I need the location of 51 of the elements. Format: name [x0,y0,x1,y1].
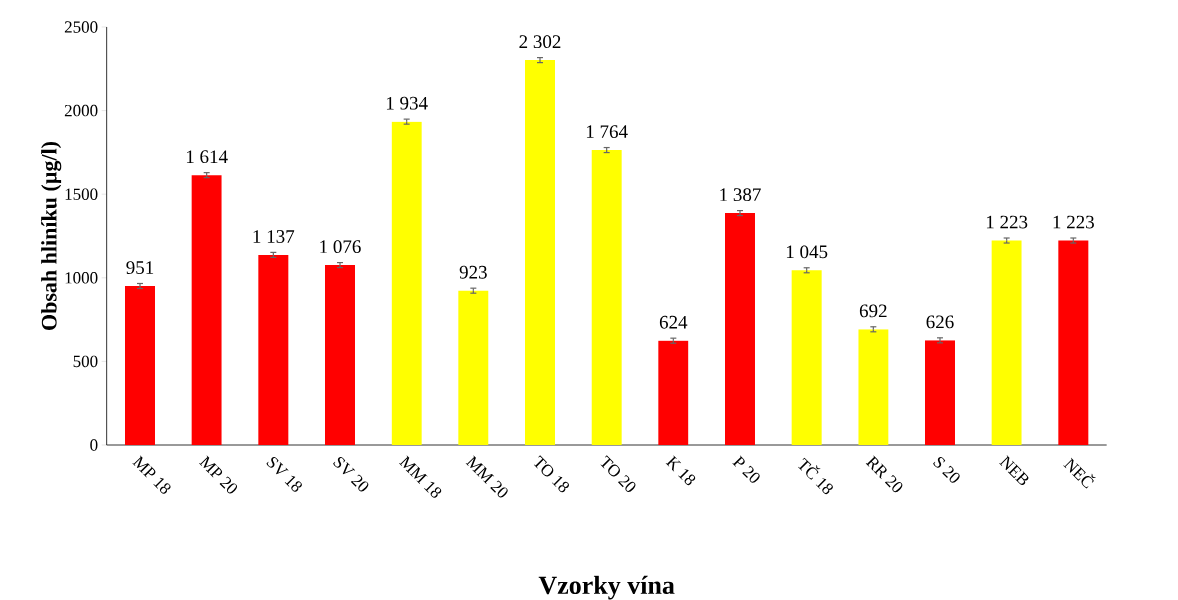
y-axis-title: Obsah hliníku (µg/l) [41,141,62,330]
x-tick-label: K 18 [665,455,696,486]
y-tick-label: 2500 [64,21,98,33]
y-tick-label: 0 [90,439,98,451]
bar [725,213,755,446]
bar [125,285,155,446]
bar [991,240,1022,446]
data-label: 692 [859,304,887,318]
x-tick-label: MP 18 [132,455,171,494]
data-label: 923 [459,265,487,279]
bar [191,175,222,446]
bar [924,340,955,446]
data-label: 626 [926,315,954,329]
x-tick-label: MM 20 [465,455,508,498]
x-tick-label: TČ 18 [798,457,833,495]
data-label: 2 302 [519,35,561,49]
bar [458,290,489,446]
x-tick-label: TO 20 [600,455,636,492]
data-label: 1 137 [253,230,295,243]
data-label: 1 076 [320,240,361,254]
x-tick-label: SV 20 [333,457,369,492]
data-label: 1 614 [186,150,228,164]
x-axis-title: Vzorky vína [538,575,675,600]
bar [325,265,355,446]
x-tick-label: SV 18 [266,457,302,492]
data-label: 1 223 [1053,215,1094,229]
bar [791,270,822,446]
x-tick-label: TO 18 [533,455,569,493]
bar [525,60,555,446]
x-tick-label: RR 20 [865,455,903,493]
y-tick-label: 2000 [64,104,98,117]
x-tick-label: MM 18 [399,455,442,498]
data-label: 624 [659,315,688,329]
bar [658,340,689,446]
data-label: 1 764 [586,125,628,139]
y-tick-label: 1000 [65,272,98,284]
x-tick-label: MP 20 [199,455,238,494]
bar [858,329,889,446]
data-label: 1 045 [786,245,828,259]
y-tick-label: 500 [73,355,98,368]
data-label: 1 223 [986,215,1028,229]
y-tick-label: 1500 [65,188,98,200]
x-tick-label: S 20 [933,457,960,483]
data-label: 951 [126,261,154,274]
bar [1058,240,1089,446]
x-tick-label: P 20 [732,455,760,483]
data-label: 1 387 [720,188,761,202]
bar [391,121,422,446]
bar [591,150,622,446]
data-label: 1 934 [386,96,428,110]
bar [258,254,289,446]
